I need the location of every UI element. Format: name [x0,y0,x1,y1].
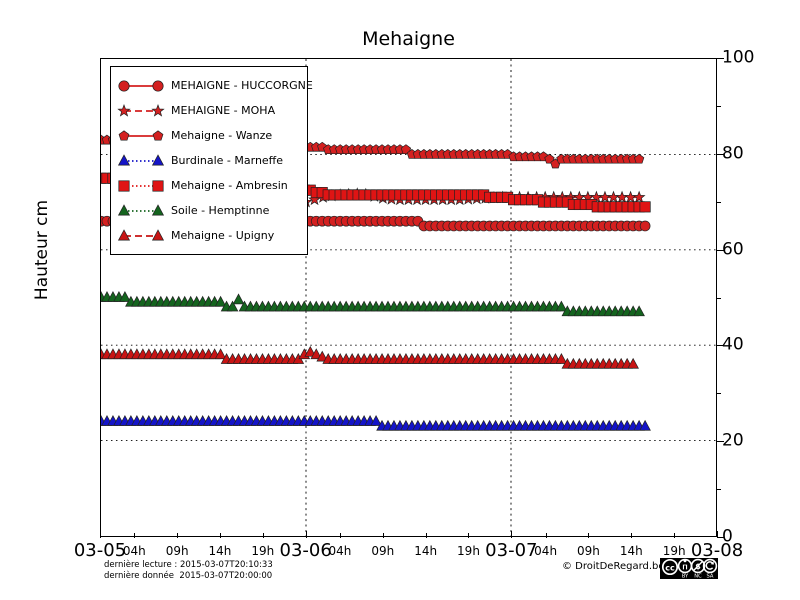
legend-item[interactable]: Mehaigne - Ambresin [111,173,307,198]
x-tick-label-hour: 04h [122,544,146,558]
y-tick-label: 60 [722,239,744,260]
legend-marker-pentagon-icon [117,125,165,147]
series-burdinale-marneffe [101,415,651,431]
legend-marker-triangle-icon [117,150,165,172]
series-soile-hemptinne [101,291,645,317]
x-tick-label-hour: 14h [208,544,232,558]
x-tick-mark [100,531,101,538]
svg-text:SA: SA [707,573,714,579]
chart-legend[interactable]: MEHAIGNE - HUCCORGNE MEHAIGNE - MOHA Mehai… [110,66,313,255]
legend-marker-star-icon [117,100,165,122]
x-tick-label-day: 03-05 [73,540,127,561]
y-axis-title: Hauteur cm [32,199,52,301]
y-tick-mark [717,58,724,59]
x-tick-mark [511,531,513,538]
legend-item[interactable]: Soile - Hemptinne [111,198,307,223]
legend-item[interactable]: Mehaigne - Upigny [111,223,307,248]
y-tick-mark-minor [717,297,721,299]
legend-marker-square-icon [117,175,165,197]
x-tick-mark-minor [134,533,136,538]
legend-marker-triangle-icon [117,200,165,222]
x-tick-mark-minor [262,533,264,538]
legend-label: MEHAIGNE - MOHA [171,104,276,117]
x-tick-label-hour: 09h [165,544,189,558]
y-tick-mark [717,249,724,251]
creative-commons-badge-icon: cc $ BY NC SA [660,558,718,579]
x-tick-mark-minor [468,533,470,538]
y-tick-label: 20 [722,430,744,451]
x-tick-mark [305,531,307,538]
legend-marker-triangle-icon [117,225,165,247]
x-tick-label-hour: 14h [414,544,438,558]
x-tick-label-hour: 14h [619,544,643,558]
y-tick-label: 100 [722,47,755,68]
svg-text:cc: cc [665,564,675,573]
x-tick-label-hour: 19h [662,544,686,558]
page-title: Mehaigne [362,28,455,50]
x-tick-label-hour: 04h [534,544,558,558]
y-tick-mark-minor [717,393,721,395]
y-tick-mark [717,345,724,347]
legend-label: Mehaigne - Wanze [171,129,273,142]
y-tick-mark-minor [717,105,721,107]
legend-item[interactable]: MEHAIGNE - MOHA [111,98,307,123]
x-tick-mark-minor [588,533,590,538]
legend-item[interactable]: Burdinale - Marneffe [111,148,307,173]
legend-label: Burdinale - Marneffe [171,154,284,167]
legend-item[interactable]: MEHAIGNE - HUCCORGNE [111,73,313,98]
svg-text:NC: NC [694,573,702,579]
y-tick-mark [717,537,724,538]
x-tick-label-hour: 19h [251,544,275,558]
y-tick-mark-minor [717,201,721,203]
legend-label: Soile - Hemptinne [171,204,270,217]
x-tick-mark-minor [219,533,221,538]
x-tick-label-hour: 09h [371,544,395,558]
x-tick-mark [717,531,718,538]
x-tick-mark-minor [382,533,384,538]
x-tick-label-hour: 04h [328,544,352,558]
footer-reading-info: dernière lecture : 2015-03-07T20:10:33 d… [104,560,273,582]
legend-marker-circle-icon [117,75,165,97]
y-tick-mark-minor [717,489,721,491]
legend-label: MEHAIGNE - HUCCORGNE [171,79,313,92]
y-tick-label: 80 [722,143,744,164]
x-tick-mark-minor [545,533,547,538]
x-tick-label-day: 03-07 [485,540,538,561]
legend-label: Mehaigne - Upigny [171,229,275,242]
x-tick-mark-minor [339,533,341,538]
copyright-label: © DroitDeRegard.be [562,561,665,572]
series-mehaigne-upigny [101,345,639,369]
legend-label: Mehaigne - Ambresin [171,179,288,192]
x-tick-mark-minor [425,533,427,538]
x-tick-label-hour: 09h [577,544,600,558]
legend-item[interactable]: Mehaigne - Wanze [111,123,307,148]
x-tick-label-hour: 19h [457,544,480,558]
y-tick-label: 40 [722,334,744,355]
y-tick-label: 0 [722,526,733,547]
x-axis-labels: 03-05 03-06 03-07 03-08 04h 09h 14h 19h 04h 09h 14… [0,537,800,567]
x-tick-label-day: 03-08 [690,540,744,561]
x-tick-mark-minor [177,533,179,538]
x-tick-mark-minor [674,533,676,538]
y-tick-mark [717,153,724,155]
y-tick-mark [717,441,724,443]
x-tick-mark-minor [631,533,633,538]
x-tick-label-day: 03-06 [279,540,332,561]
svg-text:BY: BY [682,573,689,579]
y-axis-labels: 0 20 40 60 80 100 [722,49,792,545]
